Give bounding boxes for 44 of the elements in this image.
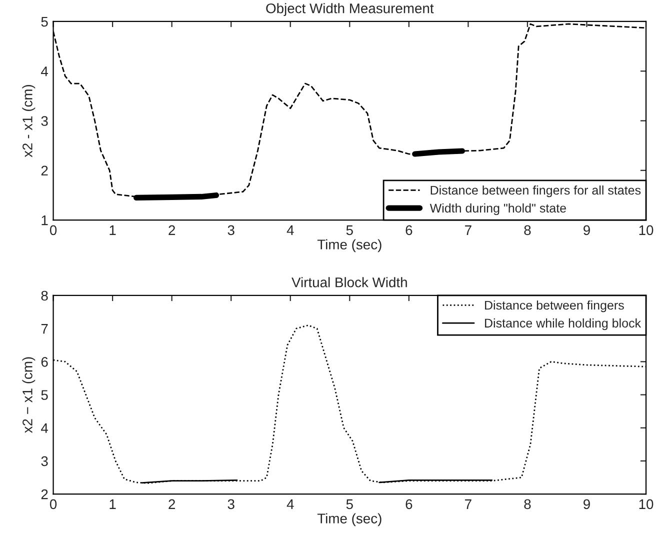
- x-axis-title: Time (sec): [317, 513, 382, 526]
- x-tick-label: 6: [406, 225, 412, 236]
- x-tick-label: 7: [465, 225, 472, 235]
- x-tick-label: 10: [639, 499, 654, 510]
- y-axis-title: x2 − x1 (cm): [22, 357, 36, 433]
- x-tick-label: 9: [584, 499, 590, 510]
- y-tick-label: 6: [41, 357, 48, 367]
- x-tick-label: 4: [286, 225, 294, 235]
- x-tick-label: 5: [346, 499, 353, 510]
- x-tick-label: 2: [168, 499, 175, 509]
- y-tick-label: 3: [41, 116, 48, 126]
- x-tick-label: 2: [168, 225, 175, 235]
- y-tick-label: 4: [41, 423, 48, 433]
- x-tick-label: 1: [110, 225, 116, 235]
- x-tick-label: 0: [50, 225, 57, 236]
- x-tick-label: 9: [584, 225, 590, 236]
- legend-label: Distance between fingers for all states: [430, 185, 641, 198]
- legend-label: Width during "hold" state: [430, 203, 566, 216]
- y-tick-label: 1: [42, 216, 48, 226]
- x-tick-label: 7: [465, 499, 472, 509]
- chart-title: Object Width Measurement: [266, 3, 434, 16]
- y-axis-title: x2 - x1 (cm): [22, 84, 36, 158]
- chart-title: Virtual Block Width: [292, 277, 407, 288]
- x-tick-label: 1: [110, 499, 116, 509]
- y-tick-label: 8: [41, 290, 48, 301]
- x-tick-label: 5: [346, 225, 353, 236]
- x-tick-label: 0: [50, 499, 57, 510]
- y-tick-label: 2: [41, 489, 48, 500]
- y-tick-label: 7: [41, 324, 48, 334]
- x-tick-label: 3: [228, 499, 234, 510]
- y-tick-label: 3: [41, 456, 48, 466]
- x-tick-label: 8: [524, 225, 531, 236]
- x-axis-title: Time (sec): [317, 239, 382, 252]
- y-tick-label: 2: [41, 166, 48, 176]
- legend-label: Distance while holding block: [485, 318, 642, 330]
- y-tick-label: 5: [41, 390, 48, 400]
- x-tick-label: 3: [228, 225, 234, 236]
- x-tick-label: 4: [286, 499, 294, 509]
- x-tick-label: 8: [524, 499, 531, 510]
- y-tick-label: 5: [41, 16, 48, 27]
- x-tick-label: 10: [639, 225, 654, 236]
- y-tick-label: 4: [41, 66, 48, 76]
- x-tick-label: 6: [406, 499, 412, 510]
- legend-label: Distance between fingers: [485, 300, 624, 312]
